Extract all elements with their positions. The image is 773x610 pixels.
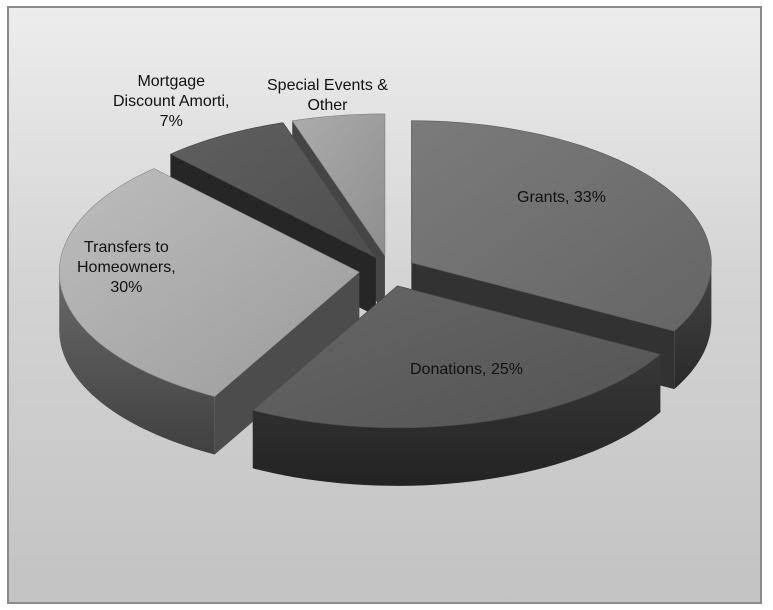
slice-label-special-events: Special Events & Other	[267, 77, 388, 114]
chart-area: Grants, 33% Donations, 25% Transfers to …	[7, 6, 762, 604]
slice-label-mortgage: Mortgage Discount Amorti, 7%	[113, 73, 230, 130]
slice-label-transfers: Transfers to Homeowners, 30%	[77, 239, 176, 296]
slice-label-donations: Donations, 25%	[410, 361, 523, 378]
pie-slice-transfers-to-homeowners	[58, 168, 360, 397]
pie-slice-donations	[252, 285, 661, 429]
pie-slice-mortgage-discount-amorti	[169, 122, 377, 258]
slice-cut-wall	[214, 272, 360, 455]
slice-outer-wall	[59, 272, 215, 455]
slice-outer-wall	[674, 262, 712, 390]
slice-outer-wall	[252, 354, 661, 486]
pie-slice-special-events-other	[291, 113, 386, 257]
pie-chart	[58, 113, 712, 486]
pie-slice-grants	[411, 120, 712, 332]
slice-label-grants: Grants, 33%	[517, 189, 606, 206]
